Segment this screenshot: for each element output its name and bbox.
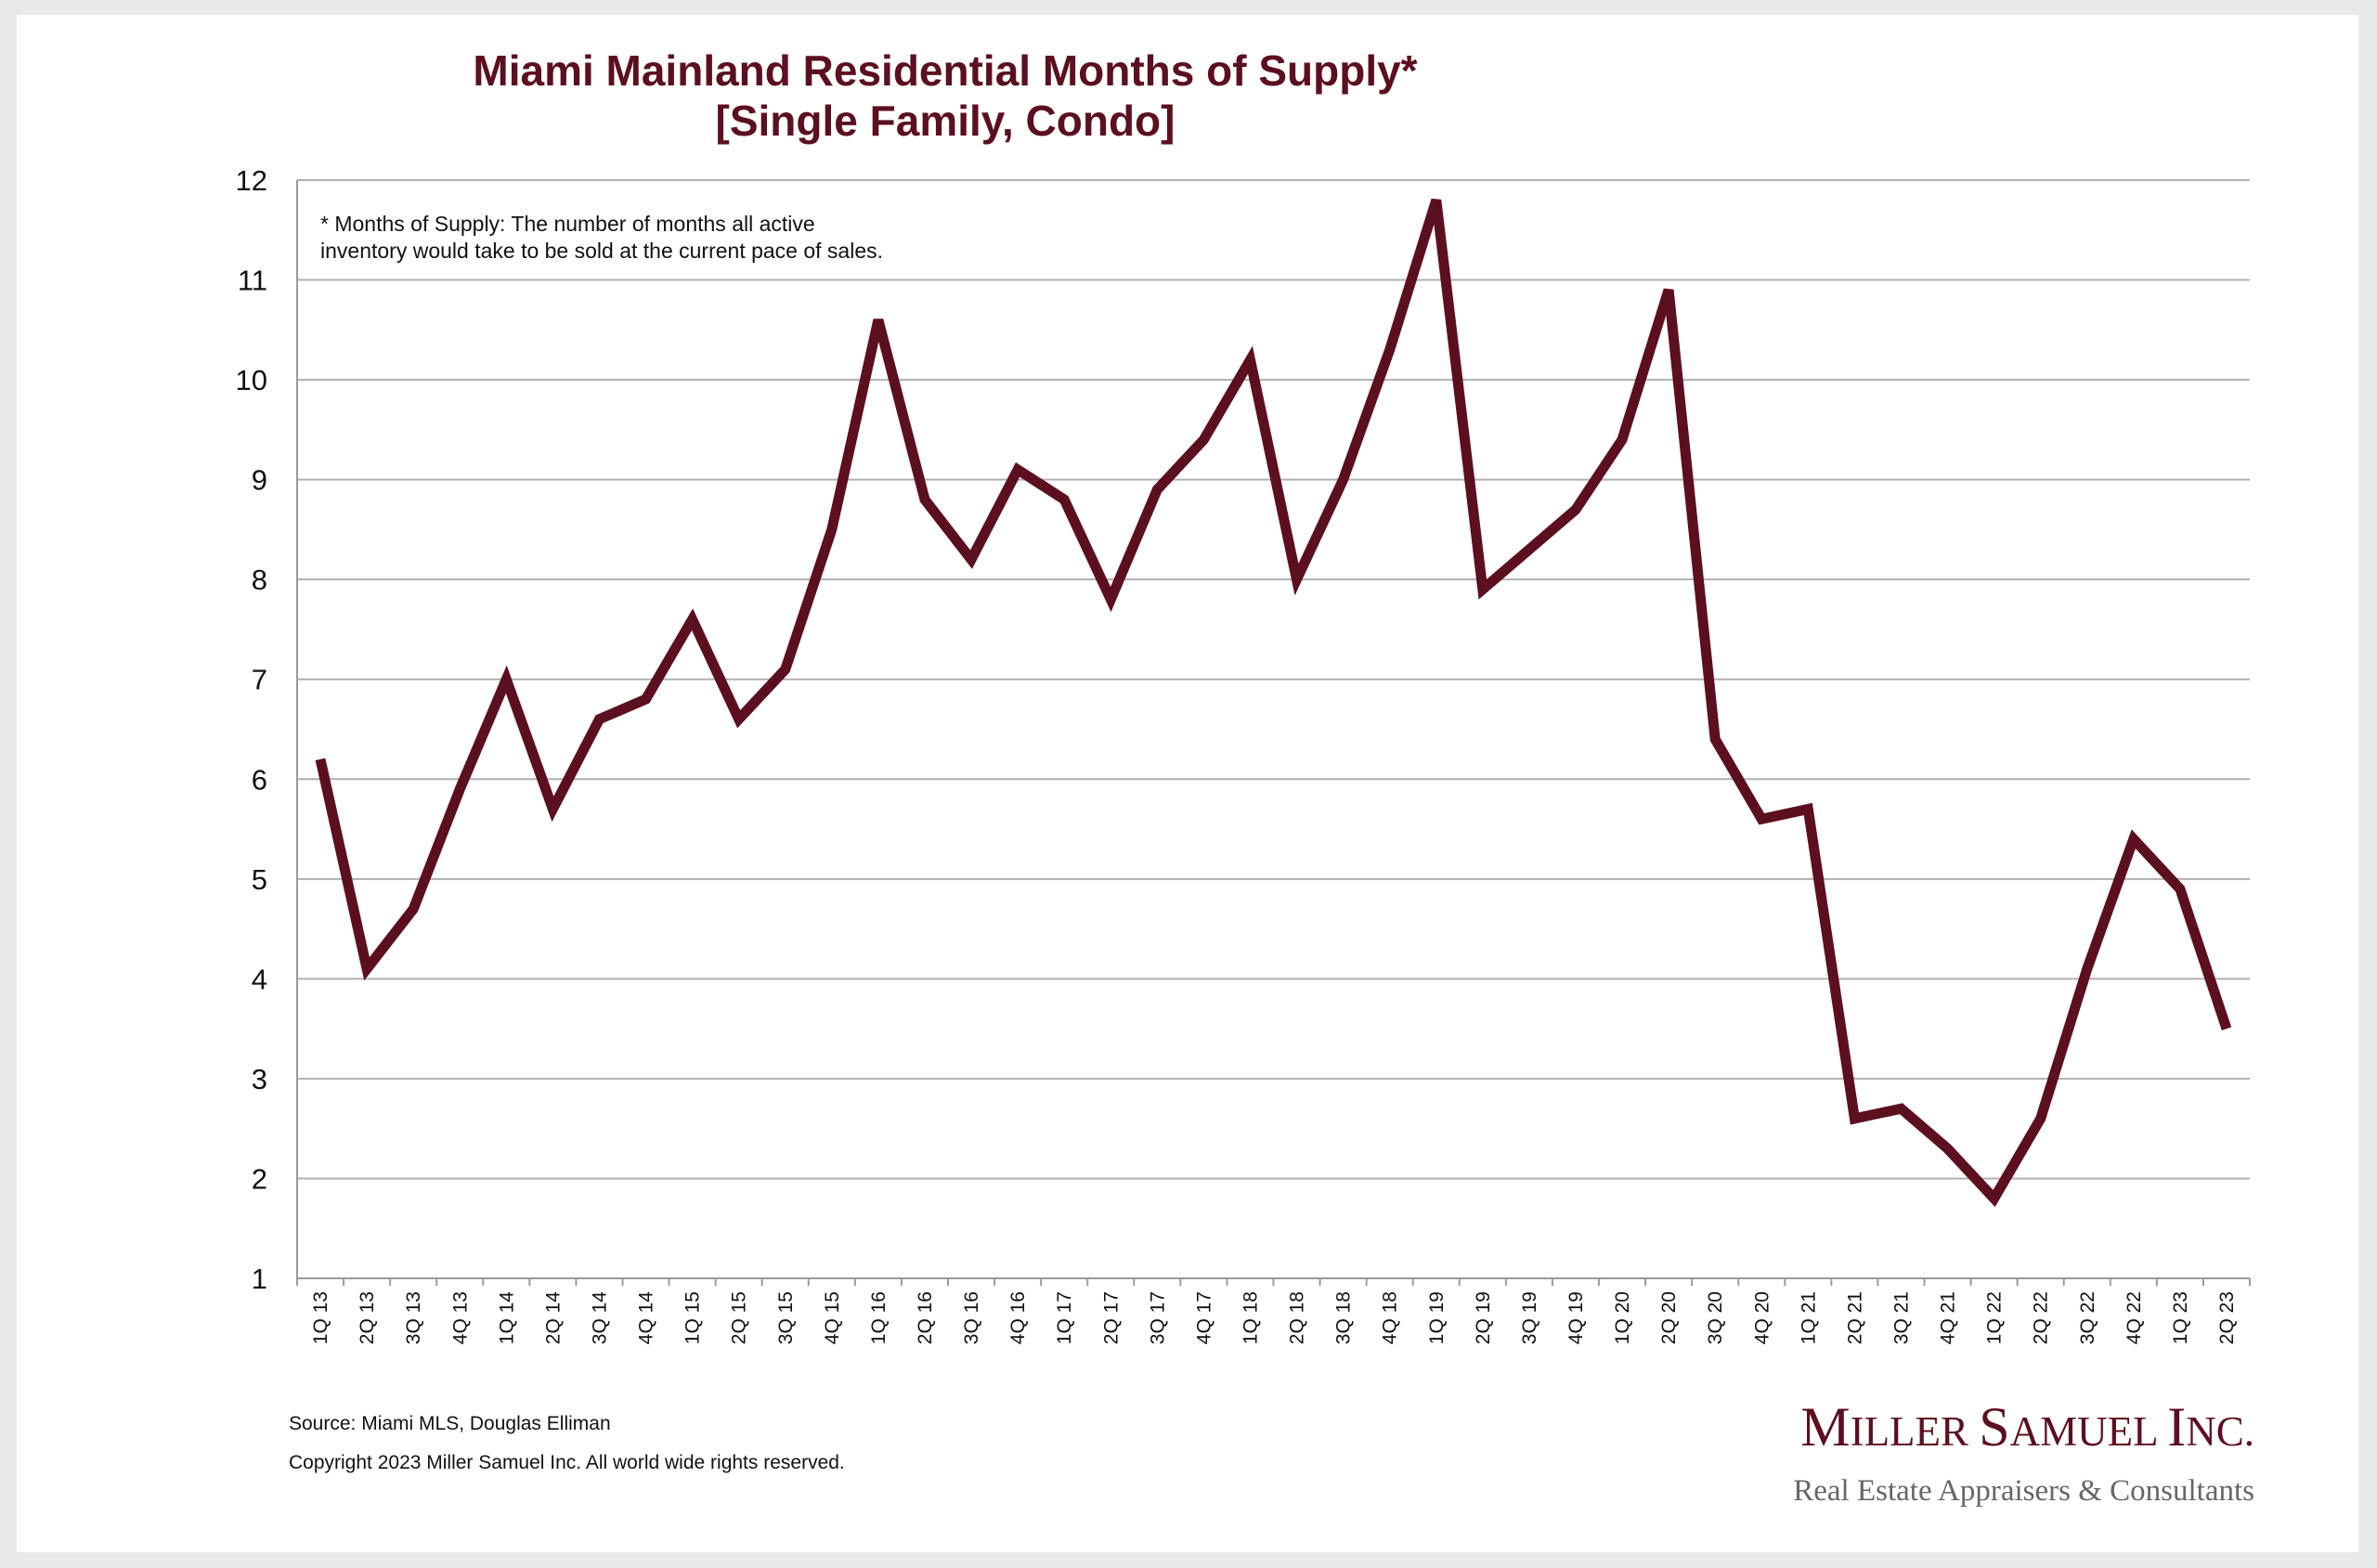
x-tick-label: 1Q 14	[496, 1291, 517, 1345]
series-line	[315, 198, 2232, 1208]
y-tick-label: 3	[252, 1063, 267, 1095]
chart-note-line-2: inventory would take to be sold at the c…	[320, 239, 883, 263]
x-tick-label: 3Q 15	[775, 1291, 797, 1344]
x-tick-label: 3Q 19	[1519, 1291, 1540, 1344]
x-tick-label: 2Q 18	[1287, 1291, 1308, 1344]
chart-note-line-1: * Months of Supply: The number of months…	[320, 212, 815, 236]
months-of-supply-line	[315, 198, 2232, 1208]
x-tick-label: 1Q 15	[682, 1291, 704, 1344]
x-tick-label: 3Q 20	[1705, 1291, 1726, 1344]
chart-frame: Miami Mainland Residential Months of Sup…	[17, 15, 2358, 1552]
source-text: Source: Miami MLS, Douglas Elliman	[289, 1413, 611, 1434]
x-tick-label: 2Q 22	[2031, 1291, 2052, 1344]
x-tick-label: 2Q 21	[1844, 1291, 1865, 1344]
x-tick-label: 2Q 19	[1473, 1291, 1494, 1344]
x-tick-label: 1Q 21	[1798, 1291, 1819, 1344]
x-tick-label: 1Q 19	[1426, 1291, 1448, 1344]
logo-tagline: Real Estate Appraisers & Consultants	[1793, 1474, 2254, 1508]
x-tick-label: 3Q 17	[1147, 1291, 1168, 1344]
x-tick-label: 4Q 18	[1380, 1291, 1401, 1344]
y-tick-label: 12	[236, 164, 267, 197]
x-tick-label: 4Q 20	[1751, 1291, 1773, 1344]
x-tick-label: 3Q 18	[1333, 1291, 1355, 1344]
y-tick-label: 6	[252, 763, 267, 796]
x-tick-label: 2Q 14	[542, 1291, 564, 1345]
x-tick-label: 3Q 14	[589, 1291, 610, 1345]
x-tick-label: 1Q 20	[1612, 1291, 1633, 1344]
x-tick-label: 4Q 21	[1938, 1291, 1959, 1344]
x-tick-label: 4Q 15	[822, 1291, 843, 1344]
x-tick-label: 1Q 17	[1054, 1291, 1075, 1344]
y-tick-label: 5	[252, 863, 267, 896]
x-tick-label: 1Q 22	[1984, 1291, 2006, 1344]
x-tick-label: 2Q 13	[357, 1291, 378, 1344]
x-tick-label: 3Q 21	[1890, 1291, 1912, 1344]
x-tick-label: 4Q 17	[1193, 1291, 1214, 1344]
line-chart: Miami Mainland Residential Months of Sup…	[236, 46, 2254, 1508]
x-tick-label: 1Q 16	[868, 1291, 890, 1344]
x-tick-label: 3Q 13	[403, 1291, 424, 1344]
x-tick-label: 4Q 22	[2124, 1291, 2145, 1344]
x-axis-ticks: 1Q 13 2Q 13 3Q 13 4Q 13 1Q 14 2Q 14 3Q 14 4Q 14…	[310, 1278, 2251, 1345]
x-tick-label: 2Q 20	[1658, 1291, 1680, 1344]
x-tick-label: 4Q 14	[636, 1291, 657, 1345]
chart-title-line-2: [Single Family, Condo]	[716, 97, 1176, 145]
x-tick-label: 2Q 15	[729, 1291, 750, 1344]
y-tick-label: 2	[252, 1162, 267, 1195]
x-tick-label: 1Q 23	[2170, 1291, 2191, 1344]
x-tick-label: 4Q 16	[1007, 1291, 1029, 1344]
y-tick-label: 10	[236, 364, 267, 396]
x-tick-label: 3Q 22	[2077, 1291, 2098, 1344]
copyright-text: Copyright 2023 Miller Samuel Inc. All wo…	[289, 1452, 845, 1473]
x-tick-label: 2Q 17	[1100, 1291, 1122, 1344]
chart-title-line-1: Miami Mainland Residential Months of Sup…	[473, 46, 1417, 95]
svg-text:MILLER SAMUEL INC.: MILLER SAMUEL INC.	[1800, 1396, 2254, 1458]
y-tick-label: 11	[238, 265, 267, 297]
x-tick-label: 1Q 13	[310, 1291, 331, 1344]
x-tick-label: 3Q 16	[961, 1291, 982, 1344]
x-tick-label: 1Q 18	[1240, 1291, 1261, 1344]
x-tick-label: 2Q 16	[915, 1291, 936, 1344]
y-tick-label: 8	[252, 564, 267, 596]
x-tick-label: 4Q 19	[1565, 1291, 1587, 1344]
y-tick-label: 7	[252, 664, 267, 696]
x-tick-label: 4Q 13	[449, 1291, 471, 1344]
y-tick-label: 9	[252, 464, 267, 497]
logo: MILLER SAMUEL INC. Real Estate Appraiser…	[1793, 1396, 2254, 1508]
x-tick-label: 2Q 23	[2216, 1291, 2238, 1344]
y-tick-label: 4	[252, 963, 267, 995]
y-tick-label: 1	[252, 1263, 267, 1295]
